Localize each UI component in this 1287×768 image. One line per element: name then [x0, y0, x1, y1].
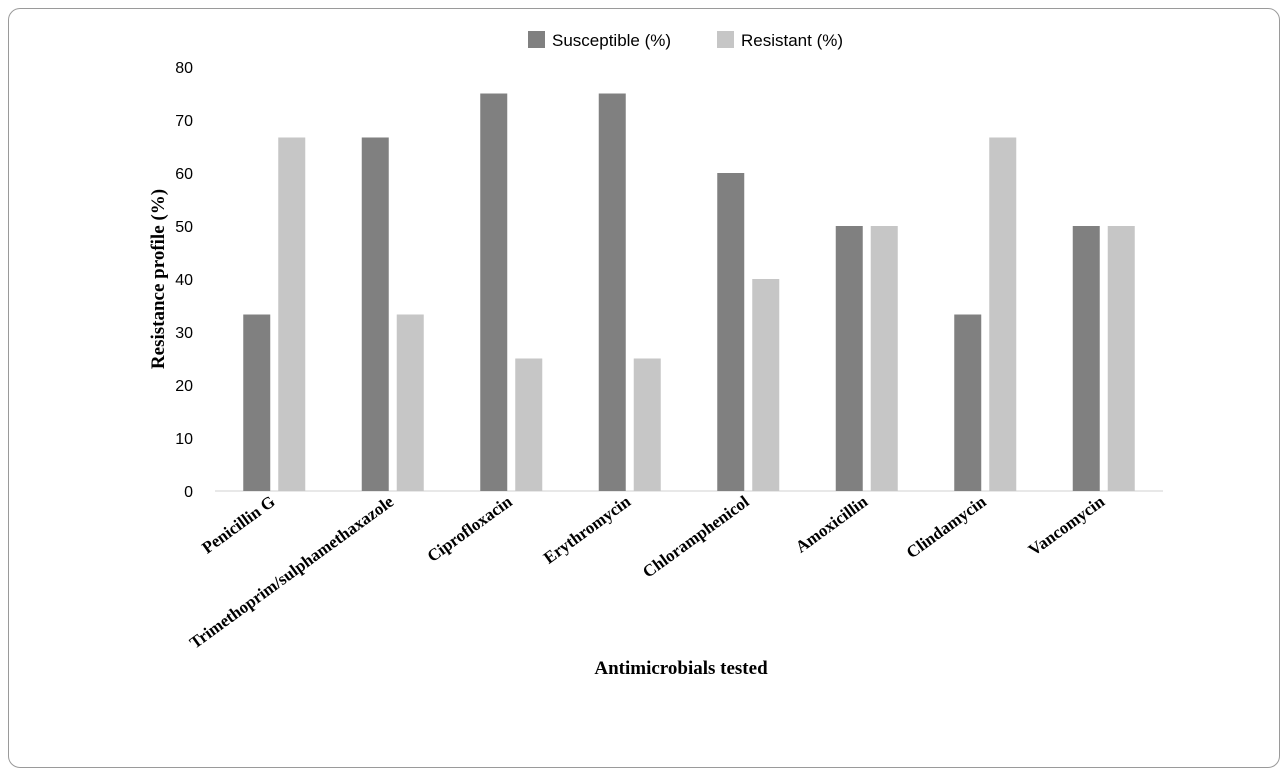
y-tick-label: 10 [175, 431, 193, 448]
bars [243, 93, 1135, 492]
bar-resistant [633, 358, 661, 491]
bar-susceptible [598, 93, 626, 491]
bar-resistant [396, 314, 424, 491]
x-tick-label: Vancomycin [1025, 492, 1109, 560]
y-axis-ticks: 0 10 20 30 40 50 60 70 80 [175, 60, 193, 501]
bar-susceptible [480, 93, 508, 491]
y-tick-label: 30 [175, 325, 193, 342]
legend-swatch [717, 31, 734, 48]
bar-resistant [515, 358, 543, 491]
y-tick-label: 20 [175, 378, 193, 395]
bar-resistant [870, 226, 898, 491]
bar-resistant [1107, 226, 1135, 491]
y-tick-label: 50 [175, 219, 193, 236]
y-tick-label: 60 [175, 166, 193, 183]
x-tick-label: Erythromycin [540, 492, 635, 568]
legend: Susceptible (%) Resistant (%) [528, 31, 843, 50]
bar-resistant [752, 279, 780, 491]
bar-chart: Susceptible (%) Resistant (%) 0 10 20 30 40 50… [148, 31, 1163, 679]
bar-susceptible [243, 314, 271, 491]
bar-susceptible [835, 226, 863, 491]
x-tick-label: Amoxicillin [792, 492, 872, 557]
bar-resistant [989, 137, 1017, 492]
x-tick-label: Clindamycin [903, 492, 990, 563]
bar-susceptible [954, 314, 982, 491]
y-tick-label: 40 [175, 272, 193, 289]
x-axis-ticks: Penicillin GTrimethoprim/sulphamethaxazo… [186, 492, 1109, 653]
legend-label: Susceptible (%) [552, 31, 671, 50]
x-tick-label: Chloramphenicol [639, 492, 753, 582]
bar-susceptible [1072, 226, 1100, 491]
y-tick-label: 70 [175, 113, 193, 130]
bar-susceptible [361, 137, 389, 492]
legend-swatch [528, 31, 545, 48]
bar-resistant [278, 137, 306, 492]
x-tick-label: Penicillin G [198, 492, 278, 558]
y-tick-label: 80 [175, 60, 193, 77]
x-tick-label: Trimethoprim/sulphamethaxazole [186, 492, 397, 653]
x-tick-label: Ciprofloxacin [424, 492, 516, 566]
y-axis-title: Resistance profile (%) [148, 189, 169, 369]
legend-label: Resistant (%) [741, 31, 843, 50]
x-axis-title: Antimicrobials tested [594, 658, 768, 679]
bar-susceptible [717, 173, 745, 491]
y-tick-label: 0 [184, 484, 193, 501]
